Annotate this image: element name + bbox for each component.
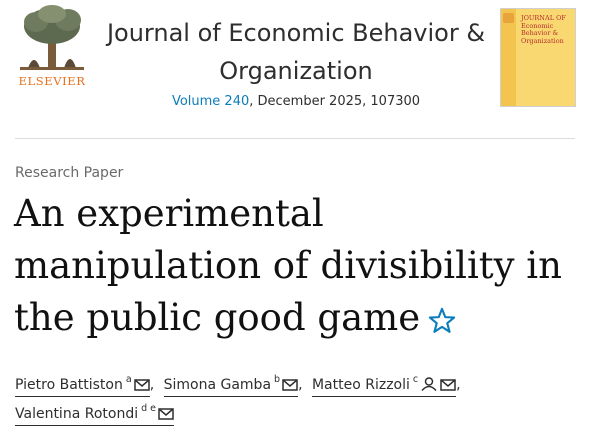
journal-title-line1: Journal of Economic Behavior & [106,19,486,47]
author-link-battiston[interactable]: Pietro Battiston a [15,371,150,397]
article-type: Research Paper [15,165,124,181]
envelope-icon [133,378,150,396]
header-divider [15,138,575,139]
author-list: Pietro Battiston a, Simona Gamba b, Matteo… [15,371,585,429]
journal-title-link[interactable]: Journal of Economic Behavior & Organizat… [96,14,496,90]
title-line3: the public good game [14,296,421,339]
envelope-icon [440,378,456,396]
affiliation-sup: b [274,374,281,385]
elsevier-logo[interactable]: ELSEVIER [14,4,90,90]
affiliation-sup: c [412,374,419,385]
journal-header: Journal of Economic Behavior & Organizat… [96,14,496,112]
elsevier-wordmark: ELSEVIER [18,74,86,88]
issue-details: , December 2025, 107300 [249,94,421,109]
envelope-icon [158,407,174,425]
author-link-rotondi[interactable]: Valentina Rotondi d e [15,400,175,426]
cover-line4: Organization [521,36,564,45]
affiliation-sup: a [125,374,132,385]
cover-title: JOURNAL OF Economic Behavior & Organizat… [521,14,575,45]
title-line1: An experimental [14,192,324,235]
volume-link[interactable]: Volume 240 [171,94,250,109]
cover-stripe [501,9,516,106]
person-icon [420,377,438,396]
cover-line1: JOURNAL OF [521,14,566,22]
author-name: Valentina Rotondi [15,406,139,422]
star-icon[interactable] [428,296,456,348]
journal-cover[interactable]: JOURNAL OF Economic Behavior & Organizat… [500,8,576,107]
author-separator: , [298,377,303,393]
author-link-gamba[interactable]: Simona Gamba b [163,371,299,397]
article-title: An experimental manipulation of divisibi… [14,188,584,348]
author-link-rizzoli[interactable]: Matteo Rizzoli c [311,371,457,397]
author-name: Simona Gamba [163,377,272,393]
author-separator: , [149,377,155,393]
issue-info: Volume 240, December 2025, 107300 [96,92,496,112]
cover-logo-icon [503,13,514,23]
elsevier-tree-icon [20,5,84,70]
title-line2: manipulation of divisibility in [14,244,562,287]
author-name: Matteo Rizzoli [311,377,410,393]
journal-title-line2: Organization [219,57,373,85]
cover-line3: Behavior & [521,29,559,37]
envelope-icon [282,378,298,396]
author-name: Pietro Battiston [15,377,123,393]
affiliation-sup: d e [141,403,157,414]
cover-line2: Economic [521,21,554,30]
author-separator: , [456,377,461,393]
